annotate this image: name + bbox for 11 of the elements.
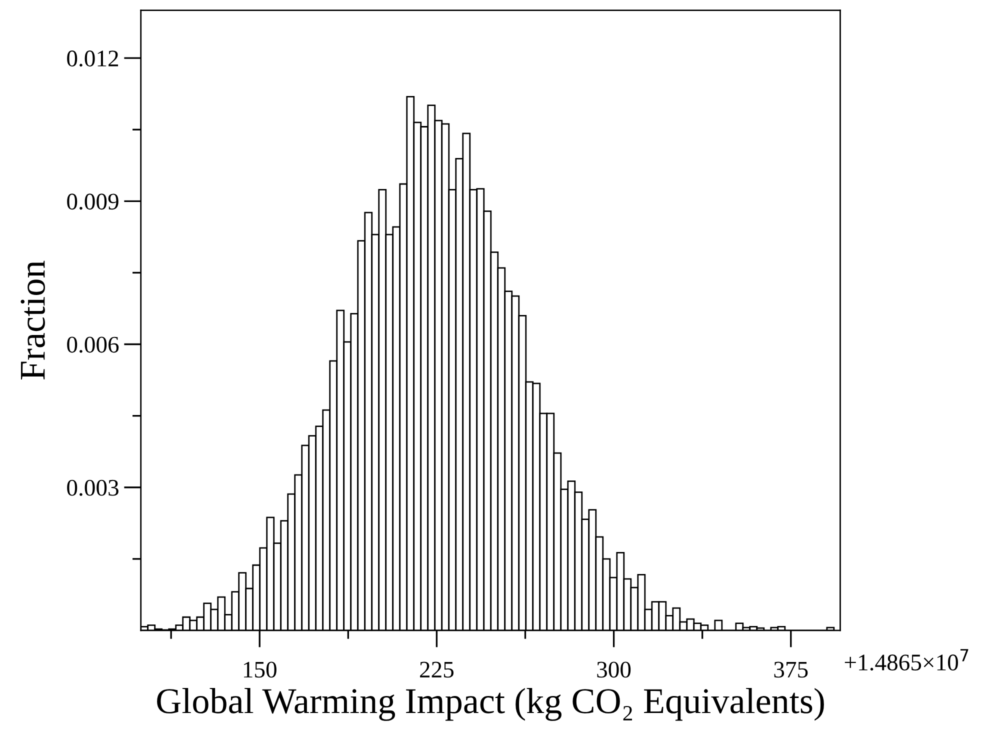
y-tick-label: 0.009 <box>67 194 118 210</box>
y-axis-title: Fraction <box>20 260 45 380</box>
x-tick-label: 300 <box>597 662 631 678</box>
y-tick-label: 0.003 <box>67 480 118 496</box>
y-tick-label: 0.012 <box>67 50 118 67</box>
y-tick-label: 0.006 <box>67 336 119 353</box>
x-tick-label: 150 <box>244 662 276 678</box>
text: +1.4865×10$^{7}$ <box>844 649 968 671</box>
x-tick-label: 375 <box>774 662 808 678</box>
x-axis-title: Global Warming Impact (kg CO₂ Equivalents) <box>157 688 824 721</box>
x-tick-label: 225 <box>420 662 454 678</box>
